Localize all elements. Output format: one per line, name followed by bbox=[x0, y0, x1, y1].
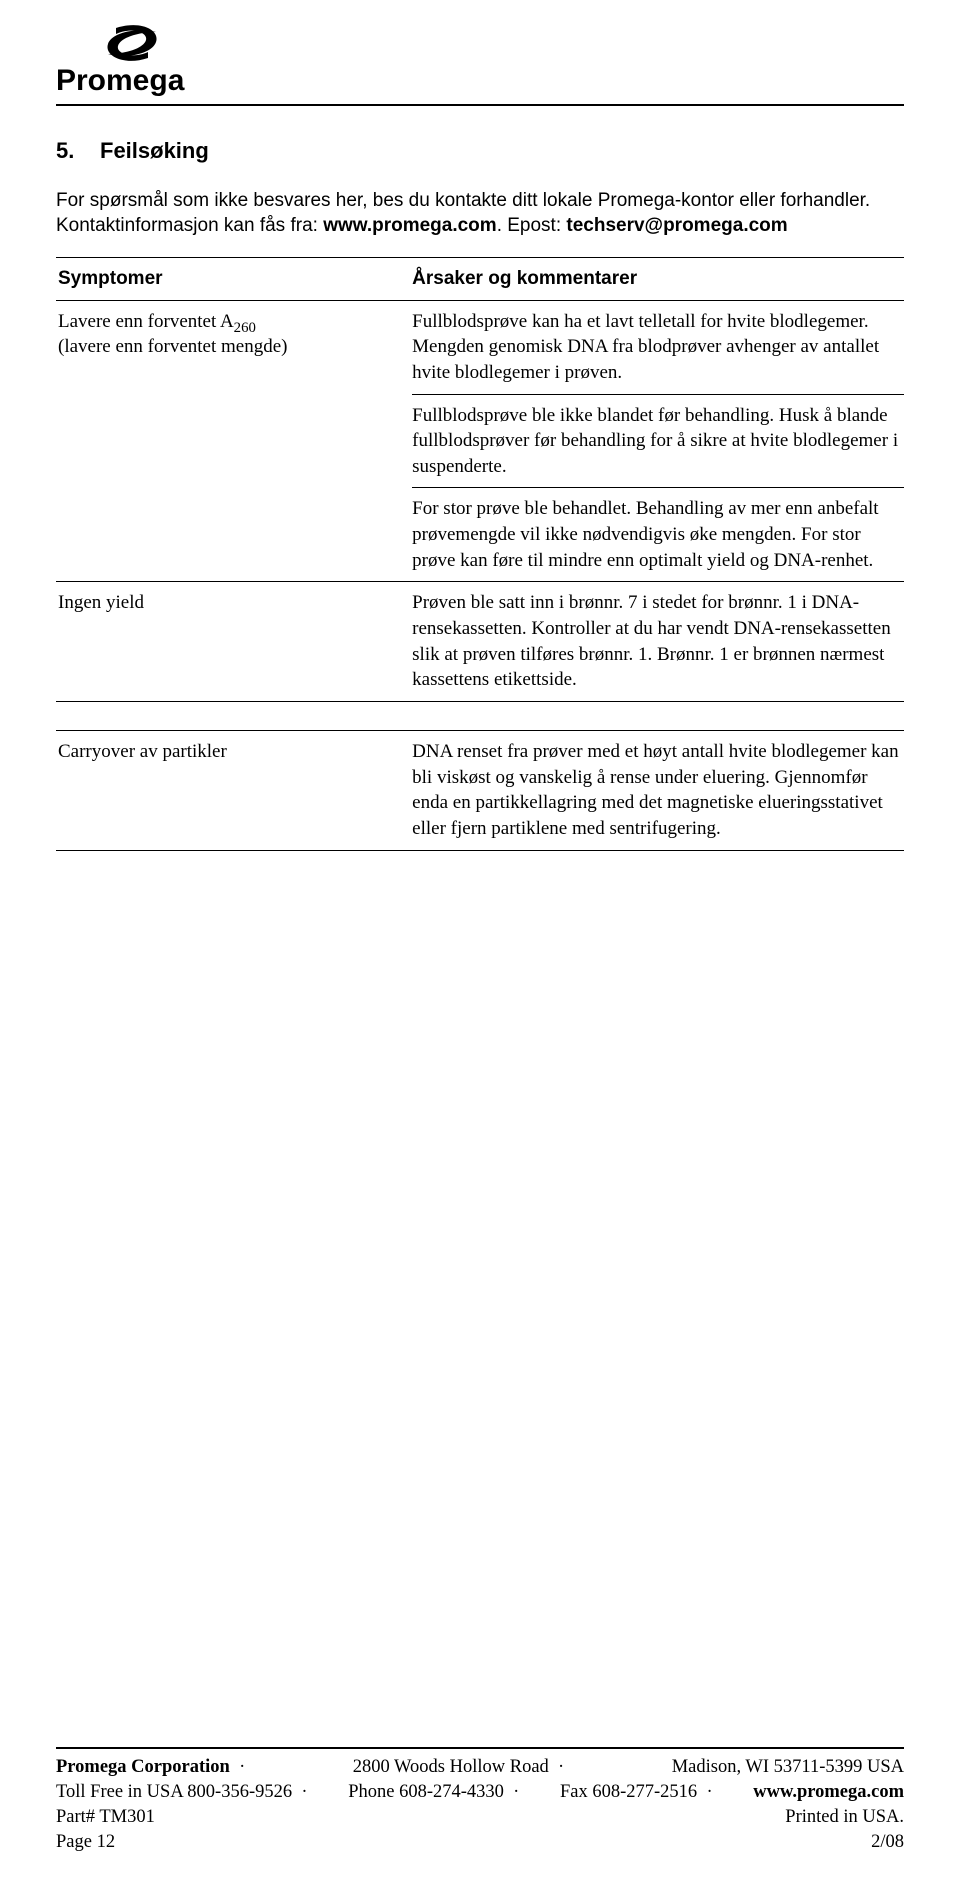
cause-cell: Fullblodsprøve ble ikke blandet før beha… bbox=[412, 394, 904, 488]
table-header-row: Symptomer Årsaker og kommentarer bbox=[56, 258, 904, 300]
table-row: Fullblodsprøve ble ikke blandet før beha… bbox=[56, 394, 904, 488]
intro-url: www.promega.com bbox=[323, 215, 497, 236]
cause-cell: Fullblodsprøve kan ha et lavt telletall … bbox=[412, 301, 904, 394]
intro-mid: . Epost: bbox=[497, 215, 567, 236]
symptom-cell: Lavere enn forventet A260 (lavere enn fo… bbox=[56, 301, 412, 394]
troubleshooting-table: Symptomer Årsaker og kommentarer Lavere … bbox=[56, 257, 904, 851]
footer-line-2: Toll Free in USA 800-356-9526 · Phone 60… bbox=[56, 1780, 904, 1805]
revision-date: 2/08 bbox=[871, 1830, 904, 1855]
page-number: Page 12 bbox=[56, 1830, 115, 1855]
table-rule bbox=[56, 850, 904, 851]
section-title: Feilsøking bbox=[100, 138, 209, 163]
brand-wordmark: Promega bbox=[56, 64, 185, 97]
symptom-cell: Carryover av partikler bbox=[56, 731, 412, 850]
cause-cell: For stor prøve ble behandlet. Behandling… bbox=[412, 487, 904, 581]
footer-line-1: Promega Corporation · 2800 Woods Hollow … bbox=[56, 1755, 904, 1780]
table-row: Carryover av partikler DNA renset fra pr… bbox=[56, 731, 904, 850]
section-number: 5. bbox=[56, 136, 100, 166]
section-heading: 5.Feilsøking bbox=[56, 136, 904, 166]
col-header-causes: Årsaker og kommentarer bbox=[412, 258, 904, 300]
footer-line-3: Part# TM301 Printed in USA. bbox=[56, 1805, 904, 1830]
header-rule bbox=[56, 104, 904, 106]
part-number: Part# TM301 bbox=[56, 1805, 155, 1830]
cause-cell: Prøven ble satt inn i brønnr. 7 i stedet… bbox=[412, 582, 904, 701]
table-row: Ingen yield Prøven ble satt inn i brønnr… bbox=[56, 582, 904, 701]
cause-cell: DNA renset fra prøver med et høyt antall… bbox=[412, 731, 904, 850]
intro-email: techserv@promega.com bbox=[566, 215, 787, 236]
table-row: Lavere enn forventet A260 (lavere enn fo… bbox=[56, 301, 904, 394]
footer-line-4: Page 12 2/08 bbox=[56, 1830, 904, 1855]
footer-rule bbox=[56, 1747, 904, 1749]
intro-paragraph: For spørsmål som ikke besvares her, bes … bbox=[56, 188, 904, 239]
printed-in: Printed in USA. bbox=[785, 1805, 904, 1830]
symptom-cell: Ingen yield bbox=[56, 582, 412, 701]
brand-logo: Promega bbox=[56, 24, 904, 98]
table-row: For stor prøve ble behandlet. Behandling… bbox=[56, 487, 904, 581]
col-header-symptoms: Symptomer bbox=[56, 258, 412, 300]
page-footer: Promega Corporation · 2800 Woods Hollow … bbox=[56, 1747, 904, 1855]
